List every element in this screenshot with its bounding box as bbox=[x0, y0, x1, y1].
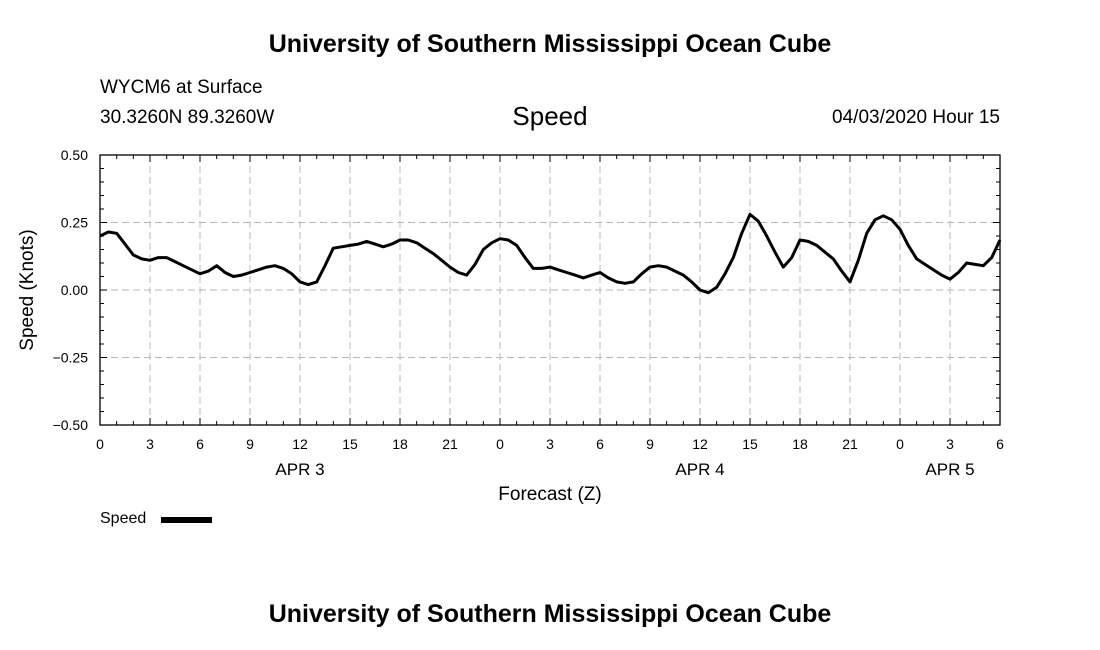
axis-layer: 0 3 6 9 12 15 18 21 0 3 6 9 12 15 18 21 0 3 6 0.50 0.25 0.00 −… bbox=[53, 147, 1005, 479]
datetime-label: 04/03/2020 Hour 15 bbox=[832, 107, 1000, 128]
day-label: APR 5 bbox=[925, 460, 974, 479]
x-tick-label: 3 bbox=[946, 436, 954, 452]
coordinates-label: 30.3260N 89.3260W bbox=[100, 107, 275, 128]
x-tick-label: 0 bbox=[496, 436, 504, 452]
x-tick-label: 6 bbox=[196, 436, 204, 452]
day-label: APR 3 bbox=[275, 460, 324, 479]
x-axis-title: Forecast (Z) bbox=[498, 484, 601, 505]
station-label: WYCM6 at Surface bbox=[100, 77, 263, 98]
top-title: University of Southern Mississippi Ocean… bbox=[268, 30, 832, 58]
x-tick-label: 18 bbox=[392, 436, 408, 452]
x-tick-label: 3 bbox=[146, 436, 154, 452]
plot-frame bbox=[99, 154, 1001, 426]
legend-label: Speed bbox=[100, 510, 147, 527]
x-tick-label: 9 bbox=[646, 436, 654, 452]
grid-layer bbox=[100, 155, 1000, 425]
legend-swatch bbox=[161, 517, 212, 523]
x-tick-label: 12 bbox=[292, 436, 308, 452]
x-tick-label: 6 bbox=[596, 436, 604, 452]
x-tick-label: 12 bbox=[692, 436, 708, 452]
x-tick-label: 0 bbox=[896, 436, 904, 452]
y-tick-label: −0.25 bbox=[53, 350, 89, 366]
day-label: APR 4 bbox=[675, 460, 724, 479]
x-tick-label: 15 bbox=[342, 436, 358, 452]
x-tick-label: 21 bbox=[842, 436, 858, 452]
x-tick-label: 21 bbox=[442, 436, 458, 452]
variable-title: Speed bbox=[512, 101, 588, 131]
bottom-title: University of Southern Mississippi Ocean… bbox=[268, 600, 832, 628]
speed-series-line bbox=[99, 212, 1002, 295]
series-layer bbox=[99, 212, 1002, 295]
x-tick-label: 9 bbox=[246, 436, 254, 452]
x-tick-label: 18 bbox=[792, 436, 808, 452]
x-tick-label: 3 bbox=[546, 436, 554, 452]
x-tick-label: 0 bbox=[96, 436, 104, 452]
x-tick-label: 15 bbox=[742, 436, 758, 452]
y-axis-title: Speed (Knots) bbox=[17, 229, 38, 350]
x-tick-label: 6 bbox=[996, 436, 1004, 452]
y-tick-label: 0.25 bbox=[61, 215, 88, 231]
y-tick-label: 0.50 bbox=[61, 147, 88, 163]
y-tick-label: −0.50 bbox=[53, 417, 89, 433]
y-tick-label: 0.00 bbox=[61, 282, 88, 298]
